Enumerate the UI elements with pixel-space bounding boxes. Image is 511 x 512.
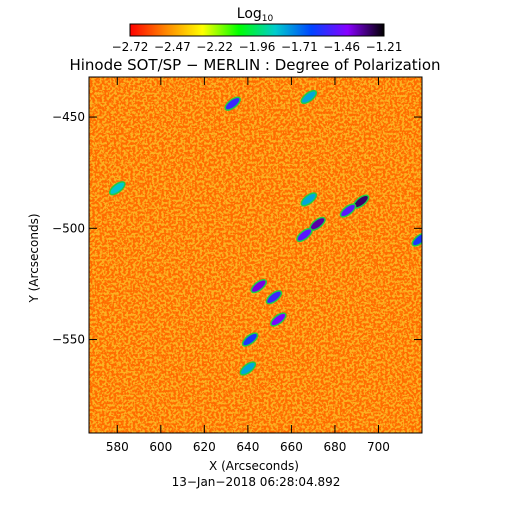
colorbar-tick-label: −1.21 (366, 40, 403, 54)
colorbar-tick-labels: −2.72 −2.47 −2.22 −1.96 −1.71 −1.46 −1.21 (112, 40, 403, 54)
colorbar-title-base: Log (237, 6, 262, 22)
colorbar-gradient (129, 23, 385, 37)
y-tick-label: −550 (52, 333, 85, 347)
polarization-feature (241, 332, 259, 347)
polarization-feature (296, 227, 313, 243)
polarization-feature (224, 96, 241, 111)
colorbar-tick-label: −2.72 (112, 40, 149, 54)
colorbar-tick-label: −2.47 (154, 40, 191, 54)
polarization-feature (411, 232, 422, 247)
x-axis-label: X (Arcseconds) (209, 459, 299, 473)
x-tick-label: 620 (193, 440, 216, 454)
colorbar-title: Log10 (237, 6, 274, 24)
colorbar-tick-label: −1.96 (239, 40, 276, 54)
polarization-feature (265, 290, 283, 305)
colorbar-tick-label: −2.22 (196, 40, 233, 54)
y-tick-label: −500 (52, 221, 85, 235)
polarization-feature (109, 181, 126, 196)
x-tick-label: 600 (149, 440, 172, 454)
colorbar-title-sub: 10 (262, 14, 274, 24)
colorbar: Log10 −2.72 −2.47 −2.22 −1.96 −1.71 −1.46 −1.2… (112, 6, 403, 54)
polarization-feature (300, 89, 318, 105)
polarization-feature (270, 312, 287, 327)
x-tick-label: 640 (236, 440, 259, 454)
x-tick-label: 660 (280, 440, 303, 454)
timestamp: 13−Jan−2018 06:28:04.892 (172, 475, 341, 489)
polarization-features (109, 89, 422, 376)
chart-title: Hinode SOT/SP − MERLIN : Degree of Polar… (69, 56, 440, 74)
polarization-feature (339, 203, 357, 218)
x-axis: 580 600 620 640 660 680 700 (106, 77, 390, 454)
colorbar-tick-label: −1.46 (323, 40, 360, 54)
y-tick-label: −450 (52, 110, 85, 124)
plot-frame (88, 76, 423, 434)
heatmap-image (89, 77, 422, 433)
colorbar-tick-label: −1.71 (281, 40, 318, 54)
x-tick-label: 700 (367, 440, 390, 454)
y-axis-label: Y (Arcseconds) (27, 213, 41, 303)
x-tick-label: 680 (323, 440, 346, 454)
polarization-feature (239, 361, 257, 376)
x-tick-label: 580 (106, 440, 129, 454)
y-axis: −450 −500 −550 (52, 110, 422, 347)
heatmap-texture (89, 77, 422, 433)
polarization-feature (300, 192, 318, 207)
polarization-feature (250, 279, 268, 294)
